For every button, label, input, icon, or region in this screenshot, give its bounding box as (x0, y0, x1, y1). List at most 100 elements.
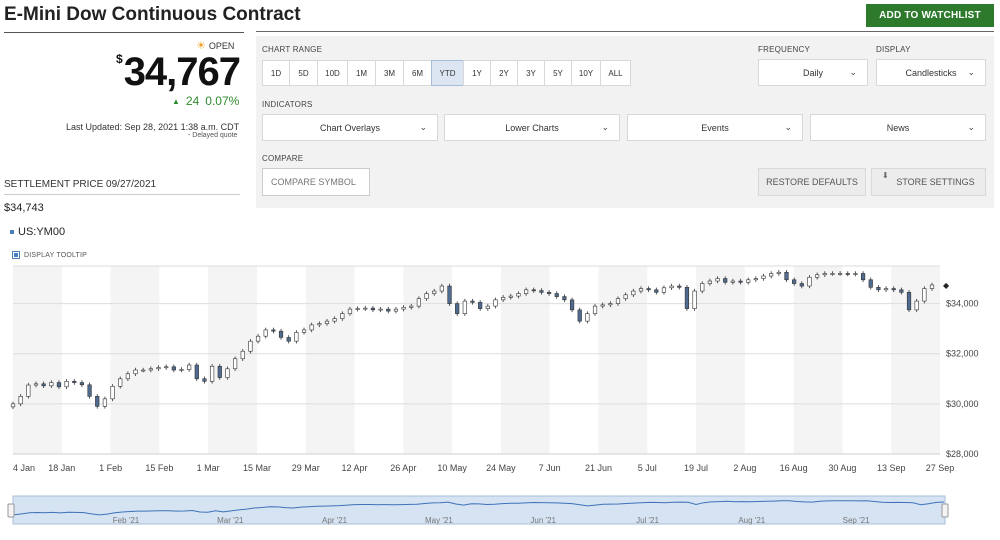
candle (914, 298, 919, 313)
display-dropdown[interactable]: Candlesticks ⌄ (876, 59, 986, 86)
x-tick-label: 27 Sep (926, 463, 955, 473)
chart-overlays-dropdown[interactable]: Chart Overlays ⌄ (262, 114, 438, 141)
series-swatch (10, 230, 14, 234)
candle (110, 384, 115, 402)
x-tick-label: 16 Aug (780, 463, 808, 473)
range-1d-button[interactable]: 1D (262, 60, 290, 86)
range-5d-button[interactable]: 5D (289, 60, 318, 86)
candle (363, 305, 368, 311)
range-all-button[interactable]: ALL (600, 60, 631, 86)
compare-symbol-input[interactable] (262, 168, 370, 196)
week-band (793, 266, 843, 454)
week-band (110, 266, 160, 454)
x-tick-label: 1 Feb (99, 463, 122, 473)
market-status-label: OPEN (208, 41, 235, 51)
candle (309, 322, 314, 333)
tooltip-checkbox[interactable] (12, 251, 20, 259)
frequency-dropdown[interactable]: Daily ⌄ (758, 59, 868, 86)
x-tick-label: 15 Feb (145, 463, 173, 473)
candle (278, 328, 284, 340)
range-3m-button[interactable]: 3M (375, 60, 404, 86)
x-tick-label: 5 Jul (638, 463, 657, 473)
range-ytd-button[interactable]: YTD (431, 60, 464, 86)
range-1y-button[interactable]: 1Y (463, 60, 491, 86)
candle (125, 371, 130, 382)
week-band (598, 266, 648, 454)
candle (631, 288, 636, 298)
candle (692, 288, 697, 311)
candle (210, 364, 215, 384)
candle (684, 285, 690, 311)
events-dropdown[interactable]: Events ⌄ (627, 114, 803, 141)
candle (409, 303, 414, 310)
range-5y-button[interactable]: 5Y (544, 60, 572, 86)
news-dropdown[interactable]: News ⌄ (810, 114, 986, 141)
x-tick-label: 19 Jul (684, 463, 708, 473)
candle (715, 276, 720, 284)
candle (317, 321, 322, 328)
lower-charts-dropdown[interactable]: Lower Charts ⌄ (444, 114, 620, 141)
candle (455, 301, 460, 316)
x-tick-label: 26 Apr (390, 463, 416, 473)
drag-handle-icon[interactable] (941, 503, 949, 518)
chart-overlays-label: Chart Overlays (319, 122, 381, 133)
candle (546, 290, 552, 296)
currency-symbol: $ (116, 52, 123, 66)
range-10d-button[interactable]: 10D (317, 60, 348, 86)
range-10y-button[interactable]: 10Y (571, 60, 601, 86)
candle (217, 364, 222, 380)
candle (669, 283, 674, 291)
range-2y-button[interactable]: 2Y (490, 60, 518, 86)
candle (493, 297, 498, 309)
price-chart[interactable]: $28,000 $30,000 $32,000 $34,000 4 Jan 18 Jan… (0, 262, 1000, 540)
drag-handle-icon[interactable] (7, 503, 15, 518)
quote-divider (4, 32, 244, 33)
candle (271, 327, 276, 334)
candle (378, 306, 383, 313)
candle (286, 335, 291, 344)
candle (164, 364, 169, 370)
tooltip-label: DISPLAY TOOLTIP (24, 251, 88, 259)
navigator-tick-label: Jul '21 (636, 516, 659, 525)
candle (187, 362, 192, 372)
store-settings-button[interactable]: ⬇ STORE SETTINGS (871, 168, 986, 196)
candle (439, 283, 444, 294)
candle (600, 302, 605, 309)
display-tooltip-toggle[interactable]: DISPLAY TOOLTIP (12, 251, 87, 259)
candle (240, 348, 245, 362)
candle (79, 380, 85, 388)
candle (516, 291, 521, 299)
candle (746, 277, 751, 285)
x-tick-label: 29 Mar (292, 463, 320, 473)
chart-range-label: CHART RANGE (262, 45, 323, 54)
candle (133, 367, 138, 377)
delayed-quote-text: Delayed quote (192, 132, 238, 139)
candle (539, 288, 544, 295)
up-arrow-icon: ▲ (172, 96, 180, 106)
candle (922, 286, 927, 304)
week-band (696, 266, 745, 454)
range-3y-button[interactable]: 3Y (517, 60, 545, 86)
range-navigator[interactable]: Feb '21 Mar '21 Apr '21 May '21 Jun '21 Jul '… (7, 495, 949, 525)
display-value: Candlesticks (905, 67, 957, 78)
events-label: Events (701, 122, 729, 133)
navigator-window[interactable] (12, 495, 946, 525)
range-1m-button[interactable]: 1M (347, 60, 376, 86)
range-6m-button[interactable]: 6M (403, 60, 432, 86)
price-value: 34,767 (123, 50, 241, 94)
candle (891, 286, 896, 293)
candle (470, 298, 475, 305)
add-to-watchlist-button[interactable]: ADD TO WATCHLIST (866, 4, 994, 27)
candle (202, 376, 207, 384)
candle (608, 301, 613, 308)
restore-defaults-button[interactable]: RESTORE DEFAULTS (758, 168, 866, 196)
chevron-down-icon: ⌄ (967, 67, 975, 77)
settlement-label: SETTLEMENT PRICE 09/27/2021 (4, 179, 157, 190)
candle (845, 271, 850, 277)
candle (447, 283, 452, 306)
last-price: $34,767 (116, 50, 241, 95)
candle (792, 277, 797, 286)
navigator-ticks: Feb '21 Mar '21 Apr '21 May '21 Jun '21 Jul '… (113, 516, 870, 525)
settlement-value: $34,743 (4, 202, 44, 214)
week-band (500, 266, 550, 454)
